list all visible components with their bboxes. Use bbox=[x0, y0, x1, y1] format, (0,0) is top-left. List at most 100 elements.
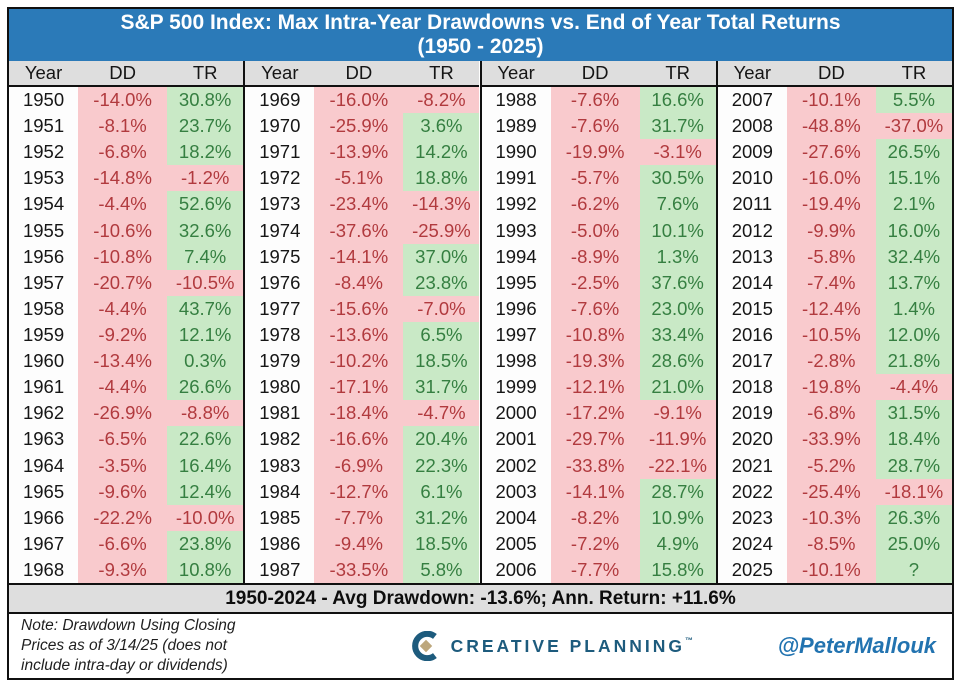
drawdown-cell: -8.2% bbox=[550, 504, 640, 531]
year-cell: 1979 bbox=[245, 348, 315, 375]
total-return-cell: 28.7% bbox=[875, 452, 952, 479]
drawdown-cell: -18.4% bbox=[314, 400, 404, 427]
column-header: DD bbox=[314, 61, 404, 87]
year-cell: 1960 bbox=[9, 348, 79, 375]
summary-row: 1950-2024 - Avg Drawdown: -13.6%; Ann. R… bbox=[9, 583, 952, 614]
total-return-cell: 22.3% bbox=[403, 452, 480, 479]
total-return-cell: 7.4% bbox=[167, 243, 244, 270]
total-return-cell: 3.6% bbox=[403, 113, 480, 140]
drawdown-cell: -10.8% bbox=[550, 321, 640, 349]
year-cell: 1988 bbox=[481, 87, 551, 114]
total-return-cell: 6.5% bbox=[403, 321, 480, 349]
year-cell: 1983 bbox=[245, 452, 315, 479]
total-return-cell: ? bbox=[875, 556, 952, 583]
total-return-cell: 20.4% bbox=[403, 426, 480, 453]
drawdown-cell: -23.4% bbox=[314, 191, 404, 218]
chart-title: S&P 500 Index: Max Intra-Year Drawdowns … bbox=[9, 9, 952, 61]
total-return-cell: 18.2% bbox=[167, 139, 244, 166]
year-cell: 2025 bbox=[717, 556, 787, 583]
drawdown-cell: -17.2% bbox=[550, 400, 640, 427]
total-return-cell: 18.8% bbox=[403, 165, 480, 192]
year-cell: 2015 bbox=[717, 295, 787, 322]
total-return-cell: 6.1% bbox=[403, 478, 480, 505]
total-return-cell: 26.5% bbox=[875, 139, 952, 166]
year-cell: 1955 bbox=[9, 217, 79, 244]
drawdown-cell: -7.6% bbox=[550, 87, 640, 114]
total-return-cell: 10.9% bbox=[639, 504, 716, 531]
year-cell: 1978 bbox=[245, 321, 315, 349]
table-group: Year DD TR 1988 -7.6% 16.6% 1989 -7.6% 31.7% 1990… bbox=[479, 61, 716, 583]
year-cell: 1997 bbox=[481, 321, 551, 349]
year-cell: 2013 bbox=[717, 243, 787, 270]
drawdown-cell: -17.1% bbox=[314, 374, 404, 401]
drawdown-cell: -10.5% bbox=[786, 321, 876, 349]
drawdown-cell: -19.4% bbox=[786, 191, 876, 218]
total-return-cell: 1.3% bbox=[639, 243, 716, 270]
creative-planning-logo-icon bbox=[411, 631, 437, 661]
chart-title-line2: (1950 - 2025) bbox=[417, 35, 544, 58]
drawdown-cell: -48.8% bbox=[786, 113, 876, 140]
year-cell: 1961 bbox=[9, 374, 79, 401]
total-return-cell: 2.1% bbox=[875, 191, 952, 218]
drawdown-cell: -7.7% bbox=[314, 504, 404, 531]
year-cell: 2014 bbox=[717, 269, 787, 296]
drawdown-cell: -8.4% bbox=[314, 269, 404, 296]
drawdown-cell: -4.4% bbox=[78, 295, 168, 322]
year-cell: 1994 bbox=[481, 243, 551, 270]
drawdown-cell: -13.4% bbox=[78, 348, 168, 375]
year-cell: 2009 bbox=[717, 139, 787, 166]
drawdown-cell: -15.6% bbox=[314, 295, 404, 322]
footer: Note: Drawdown Using Closing Prices as o… bbox=[9, 614, 952, 678]
year-cell: 1965 bbox=[9, 478, 79, 505]
total-return-cell: 31.2% bbox=[403, 504, 480, 531]
drawdown-cell: -6.5% bbox=[78, 426, 168, 453]
year-cell: 1953 bbox=[9, 165, 79, 192]
drawdown-cell: -9.6% bbox=[78, 478, 168, 505]
total-return-cell: 12.1% bbox=[167, 321, 244, 349]
column-header: DD bbox=[550, 61, 640, 87]
drawdown-cell: -10.8% bbox=[78, 243, 168, 270]
total-return-cell: 18.4% bbox=[875, 426, 952, 453]
total-return-cell: -7.0% bbox=[403, 295, 480, 322]
column-header: Year bbox=[481, 61, 551, 87]
year-cell: 1972 bbox=[245, 165, 315, 192]
year-cell: 1998 bbox=[481, 348, 551, 375]
table-group: Year DD TR 1969 -16.0% -8.2% 1970 -25.9% 3.6% 197… bbox=[243, 61, 480, 583]
year-cell: 1993 bbox=[481, 217, 551, 244]
drawdown-cell: -5.0% bbox=[550, 217, 640, 244]
drawdown-cell: -19.8% bbox=[786, 374, 876, 401]
drawdown-cell: -33.5% bbox=[314, 556, 404, 583]
year-cell: 2006 bbox=[481, 556, 551, 583]
year-cell: 2004 bbox=[481, 504, 551, 531]
year-cell: 1951 bbox=[9, 113, 79, 140]
total-return-cell: 5.8% bbox=[403, 556, 480, 583]
total-return-cell: -4.7% bbox=[403, 400, 480, 427]
total-return-cell: 28.6% bbox=[639, 348, 716, 375]
year-cell: 1980 bbox=[245, 374, 315, 401]
year-cell: 2024 bbox=[717, 530, 787, 557]
total-return-cell: 14.2% bbox=[403, 139, 480, 166]
drawdown-cell: -7.4% bbox=[786, 269, 876, 296]
year-cell: 1963 bbox=[9, 426, 79, 453]
drawdown-cell: -10.1% bbox=[786, 556, 876, 583]
year-cell: 1977 bbox=[245, 295, 315, 322]
year-cell: 1959 bbox=[9, 321, 79, 349]
drawdown-cell: -7.7% bbox=[550, 556, 640, 583]
total-return-cell: 10.8% bbox=[167, 556, 244, 583]
drawdown-cell: -9.9% bbox=[786, 217, 876, 244]
total-return-cell: 30.8% bbox=[167, 87, 244, 114]
drawdown-cell: -14.1% bbox=[550, 478, 640, 505]
year-cell: 1967 bbox=[9, 530, 79, 557]
total-return-cell: 16.4% bbox=[167, 452, 244, 479]
total-return-cell: 26.3% bbox=[875, 504, 952, 531]
author-handle: @PeterMallouk bbox=[777, 633, 936, 658]
total-return-cell: 32.6% bbox=[167, 217, 244, 244]
drawdown-cell: -27.6% bbox=[786, 139, 876, 166]
drawdown-cell: -16.6% bbox=[314, 426, 404, 453]
infographic-frame: S&P 500 Index: Max Intra-Year Drawdowns … bbox=[7, 7, 954, 680]
drawdown-cell: -7.2% bbox=[550, 530, 640, 557]
drawdown-cell: -4.4% bbox=[78, 374, 168, 401]
year-cell: 1991 bbox=[481, 165, 551, 192]
drawdown-cell: -7.6% bbox=[550, 295, 640, 322]
year-cell: 1995 bbox=[481, 269, 551, 296]
